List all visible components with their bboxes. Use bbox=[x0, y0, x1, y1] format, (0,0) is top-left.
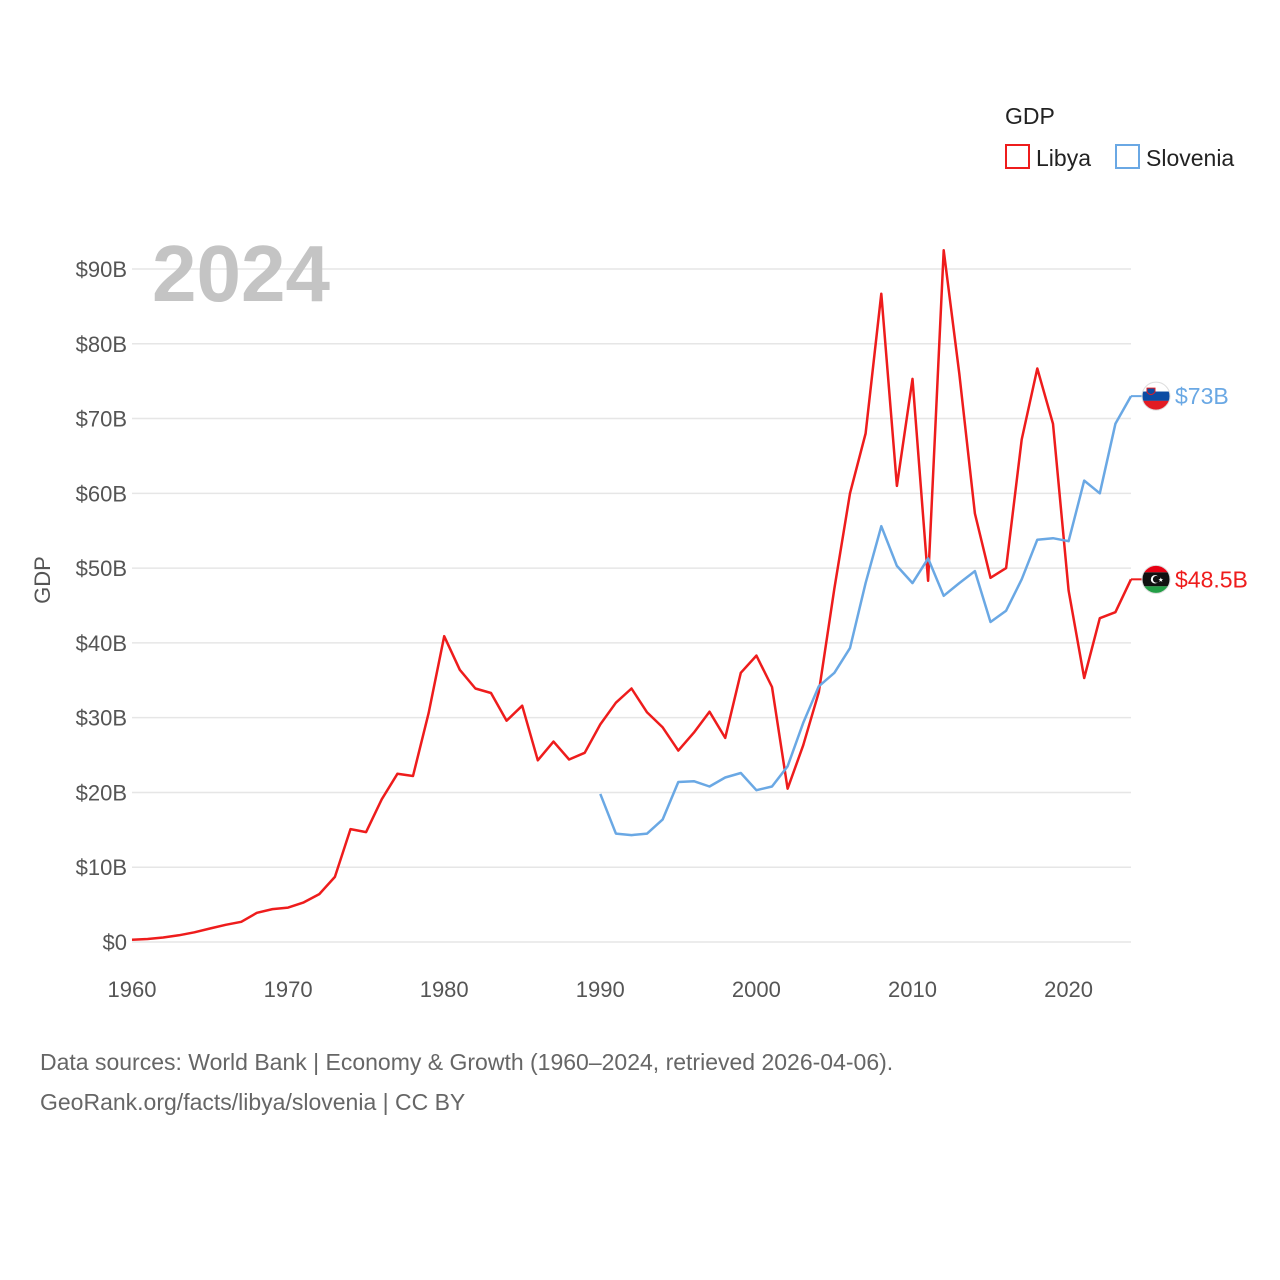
y-tick-label: $30B bbox=[76, 706, 127, 731]
series-end-markers: $48.5B $73B bbox=[1131, 381, 1248, 594]
series-line-libya[interactable] bbox=[131, 249, 1133, 942]
y-tick-label: $0 bbox=[103, 930, 127, 955]
y-tick-label: $70B bbox=[76, 407, 127, 432]
footer: Data sources: World Bank | Economy & Gro… bbox=[40, 1042, 893, 1122]
flag-icon-libya bbox=[1141, 564, 1171, 594]
y-tick-label: $50B bbox=[76, 556, 127, 581]
y-tick-label: $40B bbox=[76, 631, 127, 656]
series-lines bbox=[131, 249, 1133, 942]
end-value-label-slovenia: $73B bbox=[1175, 383, 1229, 409]
y-tick-label: $90B bbox=[76, 257, 127, 282]
legend-item-libya[interactable]: Libya bbox=[1005, 144, 1091, 171]
y-axis-label: GDP bbox=[30, 556, 55, 604]
legend[interactable]: GDP Libya Slovenia bbox=[1005, 103, 1234, 171]
source-link[interactable]: GeoRank.org/facts/libya/slovenia | CC BY bbox=[40, 1089, 466, 1115]
end-value-label-libya: $48.5B bbox=[1175, 566, 1248, 592]
x-tick-label: 2020 bbox=[1044, 977, 1093, 1002]
x-tick-label: 2000 bbox=[732, 977, 781, 1002]
legend-item-slovenia[interactable]: Slovenia bbox=[1115, 144, 1234, 171]
legend-swatch-slovenia bbox=[1115, 144, 1140, 169]
x-tick-label: 1990 bbox=[576, 977, 625, 1002]
x-axis-ticks: 1960 1970 1980 1990 2000 2010 2020 bbox=[108, 977, 1094, 1002]
legend-label-libya: Libya bbox=[1036, 145, 1091, 171]
year-label: 2024 bbox=[152, 229, 330, 318]
x-tick-label: 1980 bbox=[420, 977, 469, 1002]
series-line-slovenia[interactable] bbox=[599, 395, 1133, 837]
y-tick-label: $60B bbox=[76, 481, 127, 506]
y-tick-label: $20B bbox=[76, 780, 127, 805]
legend-swatch-libya bbox=[1005, 144, 1030, 169]
x-tick-label: 1970 bbox=[264, 977, 313, 1002]
legend-title: GDP bbox=[1005, 103, 1055, 129]
x-tick-label: 1960 bbox=[108, 977, 157, 1002]
y-tick-label: $80B bbox=[76, 332, 127, 357]
data-sources-text: Data sources: World Bank | Economy & Gro… bbox=[40, 1049, 894, 1075]
gridlines bbox=[132, 268, 1131, 943]
x-tick-label: 2010 bbox=[888, 977, 937, 1002]
y-tick-label: $10B bbox=[76, 855, 127, 880]
y-axis-ticks: $0 $10B $20B $30B $40B $50B $60B $70B $80B $90B bbox=[76, 257, 127, 955]
legend-label-slovenia: Slovenia bbox=[1146, 145, 1234, 171]
flag-icon-slovenia bbox=[1141, 381, 1171, 411]
